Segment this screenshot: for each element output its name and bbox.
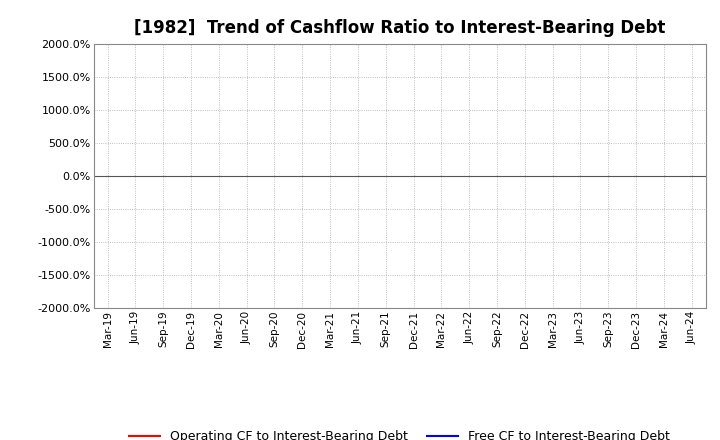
Title: [1982]  Trend of Cashflow Ratio to Interest-Bearing Debt: [1982] Trend of Cashflow Ratio to Intere… (134, 19, 665, 37)
Legend: Operating CF to Interest-Bearing Debt, Free CF to Interest-Bearing Debt: Operating CF to Interest-Bearing Debt, F… (124, 425, 675, 440)
